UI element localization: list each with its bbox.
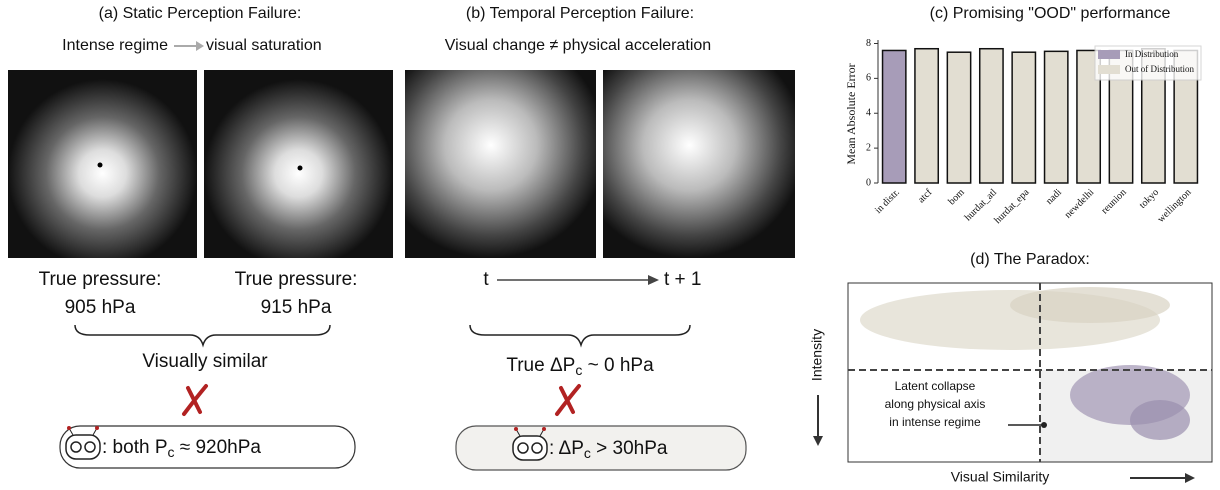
label: True pressure: [235, 269, 358, 290]
x-tick-label: tokyo [1137, 187, 1161, 211]
y-tick-label: 2 [866, 142, 871, 153]
prediction-text: : ΔP [549, 438, 584, 459]
x-tick-label: bom [946, 187, 967, 208]
ood-cloud [1010, 287, 1170, 323]
bar [883, 50, 906, 183]
conclusion: Visually similar [142, 351, 268, 372]
eye [298, 166, 303, 171]
y-axis-label: Mean Absolute Error [844, 63, 858, 164]
cross [557, 386, 579, 414]
prediction-text: ≈ 920hPa [175, 437, 262, 458]
x-tick-label: wellington [1156, 187, 1194, 225]
y-axis-label: Intensity [809, 329, 825, 381]
x-tick-label: reunion [1099, 187, 1128, 216]
annotation: in intense regime [889, 415, 981, 429]
y-tick-label: 0 [866, 177, 871, 188]
label: True pressure: [39, 269, 162, 290]
arrow-head [648, 275, 659, 285]
y-tick-label: 8 [866, 38, 871, 49]
eye [98, 163, 103, 168]
satellite-image [603, 70, 795, 258]
subscript: c [168, 444, 175, 460]
x-tick-label: newdelhi [1063, 187, 1097, 221]
cross [184, 386, 206, 414]
arrow-head [813, 436, 823, 446]
subtitle: visual saturation [206, 37, 322, 54]
bar [915, 49, 938, 183]
x-tick-label: atcf [916, 187, 935, 206]
legend-label: In Distribution [1125, 49, 1179, 59]
satellite-image [8, 70, 197, 258]
arrow-head [1185, 473, 1195, 483]
conclusion-text: ~ 0 hPa [582, 355, 654, 376]
y-tick-label: 6 [866, 73, 871, 84]
annotation: Latent collapse [895, 379, 976, 393]
x-tick-label: in distr. [873, 187, 902, 216]
bar [1045, 51, 1068, 183]
bar [947, 52, 970, 183]
panel-title: (a) Static Perception Failure: [99, 5, 302, 22]
chart-title: (c) Promising "OOD" performance [930, 5, 1171, 22]
bar [1012, 52, 1035, 183]
panel-title: (d) The Paradox: [970, 251, 1090, 268]
y-tick-label: 4 [866, 108, 871, 119]
bar [980, 49, 1003, 183]
prediction-text: > 30hPa [591, 438, 668, 459]
id-cloud [1130, 400, 1190, 440]
legend-swatch [1098, 65, 1120, 74]
satellite-image [204, 70, 393, 258]
legend-swatch [1098, 50, 1120, 59]
prediction: : ΔPc > 30hPa [549, 438, 668, 461]
time-label: t [483, 269, 489, 290]
time-label: t + 1 [664, 269, 702, 290]
value: 905 hPa [65, 297, 136, 318]
brace [75, 325, 330, 345]
annotation: along physical axis [885, 397, 986, 411]
legend-label: Out of Distribution [1125, 64, 1194, 74]
x-tick-label: hurdat_epa [992, 187, 1032, 227]
conclusion-text: True ΔP [506, 355, 575, 376]
subscript: c [584, 445, 591, 461]
prediction-text: : both P [102, 437, 168, 458]
satellite-image [405, 70, 596, 258]
value: 915 hPa [261, 297, 332, 318]
conclusion: True ΔPc ~ 0 hPa [506, 355, 654, 378]
pointer-dot [1041, 422, 1047, 428]
subtitle: Visual change ≠ physical acceleration [445, 37, 711, 54]
arrow-head [196, 41, 204, 51]
x-tick-label: nadi [1044, 187, 1064, 207]
figure: (a) Static Perception Failure: Intense r… [0, 0, 1220, 485]
subscript: c [575, 362, 582, 378]
prediction: : both Pc ≈ 920hPa [102, 437, 261, 460]
subtitle: Intense regime [62, 37, 168, 54]
brace [470, 325, 690, 345]
x-axis-label: Visual Similarity [951, 469, 1050, 485]
panel-title: (b) Temporal Perception Failure: [466, 5, 694, 22]
